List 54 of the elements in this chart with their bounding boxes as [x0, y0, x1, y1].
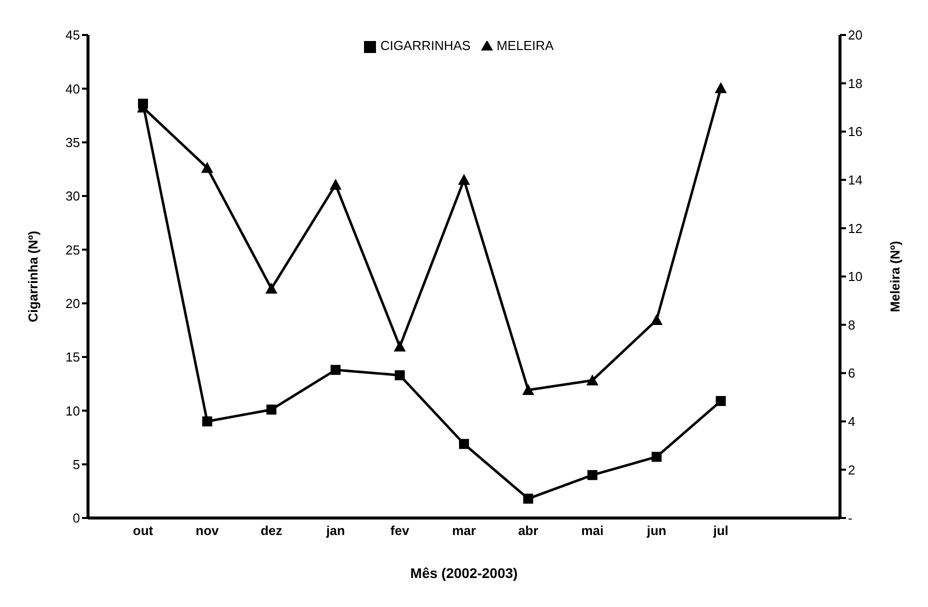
legend-label: CIGARRINHAS — [380, 38, 471, 53]
x-tick-label: jun — [646, 523, 666, 538]
y-tick-label: 45 — [66, 28, 80, 43]
y-tick-label: 25 — [66, 242, 80, 258]
y-tick-label: 5 — [72, 456, 80, 472]
x-tick-label: fev — [390, 523, 410, 538]
point — [394, 340, 406, 352]
y-tick-label: 0 — [72, 510, 80, 526]
x-tick-label: mai — [581, 523, 604, 538]
y-tick-label: 30 — [66, 188, 80, 204]
y2-tick-label: 16 — [848, 124, 862, 140]
x-tick-label: jul — [712, 523, 728, 538]
point — [714, 82, 727, 94]
point — [394, 370, 405, 380]
point — [586, 374, 598, 386]
point — [523, 494, 534, 504]
point — [458, 174, 470, 185]
y2-tick-label: 18 — [848, 76, 862, 91]
point — [650, 314, 663, 325]
y-tick-label: 15 — [66, 350, 80, 365]
x-tick-label: nov — [196, 523, 220, 538]
legend-label: MELEIRA — [496, 38, 554, 53]
point — [266, 404, 276, 415]
y-tick-label: 10 — [66, 403, 80, 418]
point — [201, 162, 214, 173]
y2-tick-label: 6 — [848, 366, 856, 381]
point — [330, 178, 342, 190]
y2-tick-label: 8 — [848, 317, 856, 332]
x-tick-label: dez — [260, 523, 283, 538]
x-tick-label: mar — [452, 523, 476, 538]
x-tick-label: jan — [325, 523, 346, 538]
y2-tick-label: 12 — [848, 220, 862, 236]
point — [265, 282, 278, 294]
point — [459, 438, 469, 449]
y-tick-label: 20 — [66, 296, 80, 311]
y2-tick-label: 20 — [848, 28, 862, 43]
x-tick-label: abr — [518, 523, 538, 538]
y2-axis-title: Meleira (Nº) — [888, 240, 903, 312]
y2-tick-label: - — [848, 510, 852, 526]
point — [716, 396, 726, 406]
point — [330, 364, 341, 375]
point — [522, 384, 534, 396]
y2-tick-label: 10 — [848, 269, 862, 284]
point — [652, 452, 662, 462]
x-axis-title: Mês (2002-2003) — [410, 564, 518, 581]
point — [587, 470, 598, 480]
y2-tick-label: 14 — [848, 172, 862, 188]
point — [202, 416, 212, 426]
y2-tick-label: 2 — [848, 462, 856, 478]
y-tick-label: 40 — [66, 81, 80, 96]
y-axis-title: Cigarrinha (Nº) — [26, 230, 41, 322]
y-tick-label: 35 — [66, 134, 80, 150]
x-tick-label: out — [132, 523, 154, 538]
y2-tick-label: 4 — [848, 414, 856, 430]
